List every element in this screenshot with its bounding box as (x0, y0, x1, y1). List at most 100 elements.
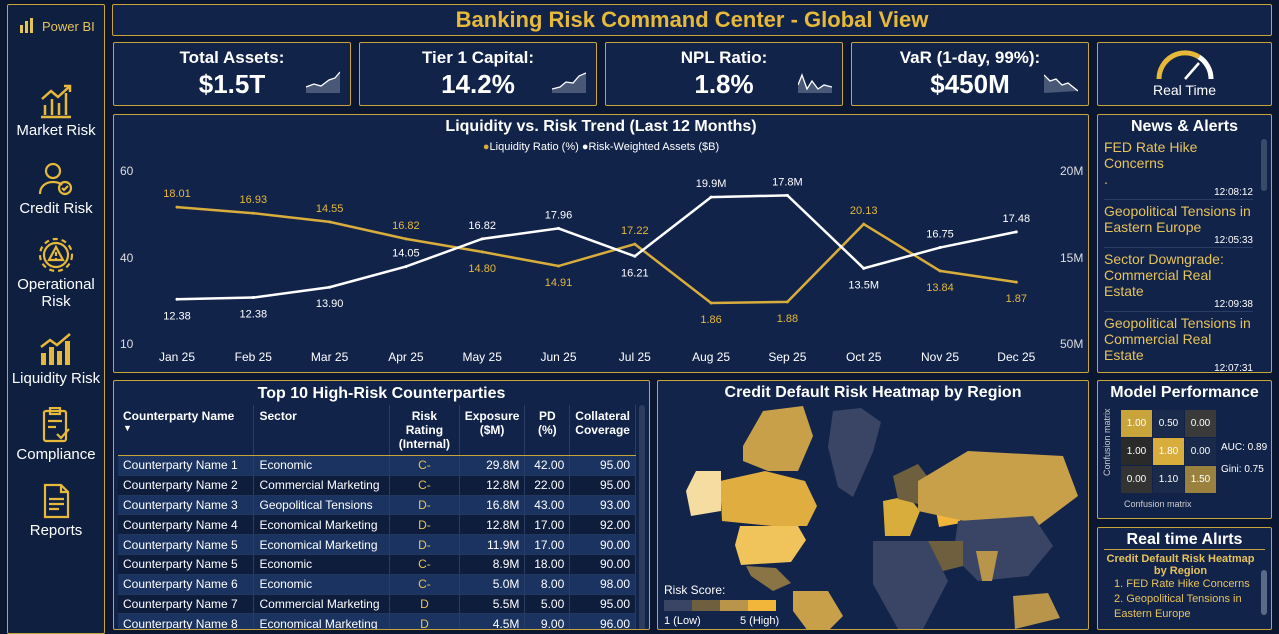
sidebar-item-liquidity-risk[interactable]: Liquidity Risk (8, 331, 104, 387)
table-row[interactable]: Counterparty Name 2 Commercial Marketing C… (118, 475, 636, 496)
data-label: 12.38 (240, 309, 268, 321)
table-cell: C- (389, 574, 460, 595)
data-point[interactable] (175, 205, 179, 209)
data-point[interactable] (785, 300, 789, 304)
data-point[interactable] (633, 254, 637, 258)
table-cell: D- (389, 495, 460, 516)
legend-marker: ● (482, 141, 490, 153)
matrix-cell: 0.00 (1184, 437, 1217, 466)
table-row[interactable]: Counterparty Name 6 Economic C- 5.0M 8.00 98.… (118, 574, 636, 595)
data-point[interactable] (709, 301, 713, 305)
news-item[interactable]: FED Rate Hike Concerns. 12:08:12 (1104, 136, 1253, 200)
news-alerts-panel: News & Alerts FED Rate Hike Concerns. 12:… (1097, 114, 1272, 373)
column-header[interactable]: Collateral Coverage (569, 405, 636, 456)
kpi-total-assets[interactable]: Total Assets: $1.5T (113, 42, 351, 106)
x-axis-tick: Apr 25 (388, 350, 424, 364)
alert-item[interactable]: 2. Geopolitical Tensions in Eastern Euro… (1114, 593, 1242, 620)
data-point[interactable] (480, 250, 484, 254)
x-axis-tick: Aug 25 (692, 350, 730, 364)
alert-item[interactable]: 1. FED Rate Hike Concerns (1114, 578, 1250, 590)
alerts-scrollbar[interactable] (1261, 570, 1267, 615)
kpi-npl-ratio[interactable]: NPL Ratio: 1.8% (605, 42, 843, 106)
legend-marker: ● (581, 141, 589, 153)
x-axis-tick: May 25 (463, 350, 503, 364)
data-point[interactable] (557, 264, 560, 268)
sidebar-item-reports[interactable]: Reports (8, 483, 104, 539)
table-cell: 11.9M (459, 534, 526, 555)
real-time-gauge[interactable]: Real Time (1097, 42, 1272, 106)
table-row[interactable]: Counterparty Name 7 Commercial Marketing D… (118, 594, 636, 615)
table-cell: 98.00 (569, 574, 636, 595)
data-point[interactable] (251, 296, 255, 300)
legend-swatch (664, 600, 692, 611)
column-header[interactable]: Sector (253, 405, 391, 456)
table-row[interactable]: Counterparty Name 1 Economic C- 29.8M 42.00 9… (118, 455, 636, 476)
kpi-value: 1.8% (694, 69, 754, 99)
table-cell: Economical Marketing (253, 613, 391, 629)
data-point[interactable] (709, 195, 713, 199)
data-point[interactable] (633, 242, 637, 246)
table-row[interactable]: Counterparty Name 5 Economic C- 8.9M 18.00 90… (118, 554, 636, 575)
model-performance-panel: Model Performance Confusion matrix 1.00 0… (1097, 380, 1272, 519)
world-map[interactable] (658, 381, 1088, 629)
table-row[interactable]: Counterparty Name 8 Economical Marketing D… (118, 613, 636, 629)
sidebar-item-operational-risk[interactable]: Operational Risk (8, 237, 104, 310)
table-row[interactable]: Counterparty Name 3 Geopolitical Tensions… (118, 495, 636, 516)
data-label: 16.21 (621, 267, 649, 279)
sidebar-item-compliance[interactable]: Compliance (8, 407, 104, 463)
sidebar-item-market-risk[interactable]: Market Risk (8, 83, 104, 139)
data-point[interactable] (480, 237, 484, 241)
matrix-cell: 0.00 (1184, 409, 1217, 438)
table-cell: 12.8M (459, 475, 526, 496)
news-item[interactable]: Geopolitical Tensions in Eastern Europe 1… (1104, 200, 1253, 248)
table-row[interactable]: Counterparty Name 5 Economical Marketing D… (118, 534, 636, 555)
data-point[interactable] (862, 266, 866, 270)
sidebar-item-credit-risk[interactable]: Credit Risk (8, 161, 104, 217)
news-time: 12:05:33 (1214, 235, 1253, 246)
region-russia (918, 451, 1078, 526)
column-header[interactable]: PD (%) (524, 405, 571, 456)
confusion-matrix: 1.00 0.50 0.00 1.00 1.80 0.00 0.00 1.10 1.50 (1120, 409, 1217, 494)
sidebar-item-label: Compliance (16, 446, 96, 463)
table-cell: 5.0M (459, 574, 526, 595)
table-cell: 16.8M (459, 495, 526, 516)
data-point[interactable] (1014, 280, 1018, 284)
table-cell: C- (389, 455, 460, 476)
table-title: Top 10 High-Risk Counterparties (257, 385, 506, 402)
column-header[interactable]: Counterparty Name ▼ (118, 405, 255, 456)
column-label: Counterparty Name (123, 409, 235, 423)
column-header[interactable]: Exposure ($M) (459, 405, 526, 456)
data-point[interactable] (1014, 230, 1018, 234)
logo[interactable]: Power BI (18, 17, 95, 35)
data-point[interactable] (862, 222, 866, 226)
data-point[interactable] (785, 193, 789, 197)
kpi-var[interactable]: VaR (1-day, 99%): $450M (851, 42, 1089, 106)
data-point[interactable] (404, 237, 408, 241)
chart-legend: ●Liquidity Ratio (%) ●Risk-Weighted Asse… (114, 141, 1088, 153)
region-canada-north (743, 406, 813, 471)
kpi-tier1-capital[interactable]: Tier 1 Capital: 14.2% (359, 42, 597, 106)
counterparties-panel: Top 10 High-Risk Counterparties Counterp… (113, 380, 650, 630)
data-point[interactable] (328, 285, 332, 289)
table-cell: Economic (253, 554, 391, 575)
table-scrollbar[interactable] (639, 405, 645, 629)
data-point[interactable] (328, 220, 332, 224)
news-item[interactable]: Sector Downgrade: Commercial Real Estate… (1104, 248, 1253, 312)
sort-desc-icon: ▼ (123, 423, 132, 433)
data-point[interactable] (404, 265, 408, 269)
data-point[interactable] (251, 211, 255, 215)
series-line (176, 205, 1017, 305)
table-cell: 90.00 (569, 554, 636, 575)
counterparties-table: Counterparty Name ▼ Sector Risk Rating (Int… (118, 405, 636, 629)
news-scrollbar[interactable] (1261, 139, 1267, 191)
data-point[interactable] (938, 269, 942, 273)
alerts-heading: Credit Default Risk Heatmap by Region (1106, 553, 1255, 577)
data-point[interactable] (557, 226, 560, 230)
data-point[interactable] (175, 297, 179, 301)
model-title: Model Performance (1110, 384, 1259, 401)
data-point[interactable] (938, 246, 942, 250)
table-row[interactable]: Counterparty Name 4 Economical Marketing D… (118, 514, 636, 536)
news-item[interactable]: Geopolitical Tensions in Commercial Real… (1104, 312, 1253, 372)
column-header[interactable]: Risk Rating (Internal) (389, 405, 460, 456)
left-axis-tick: 60 (120, 164, 134, 178)
